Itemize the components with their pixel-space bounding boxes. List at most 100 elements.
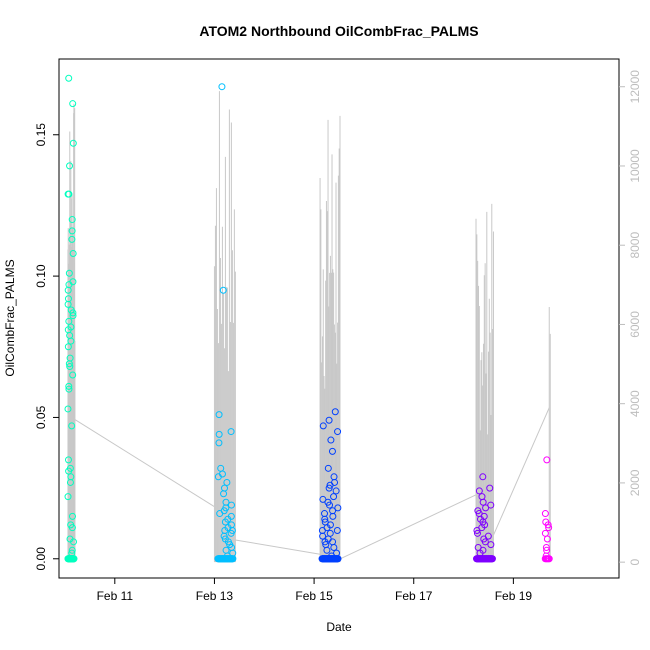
x-tick-label: Feb 13 [196,589,234,603]
data-point [221,518,229,526]
y-tick-label: 0.00 [34,547,48,571]
data-point [319,532,327,540]
data-point [482,504,490,512]
data-point [219,286,227,294]
data-point [487,541,495,549]
y-tick-label: 0.10 [34,264,48,288]
data-point [66,478,74,486]
data-point [69,312,77,320]
data-point [69,371,77,379]
altitude-connector [235,539,321,555]
chart-title: ATOM2 Northbound OilCombFrac_PALMS [199,23,478,39]
data-point [473,529,481,537]
x-tick-label: Feb 15 [295,589,333,603]
data-point [68,235,76,243]
y2-tick-label: 2000 [628,469,642,496]
data-point [324,464,332,472]
y2-tick-label: 8000 [628,232,642,259]
data-point [481,538,489,546]
y2-tick-label: 12000 [628,70,642,104]
data-point [326,481,334,489]
data-point [545,524,553,532]
data-point [319,422,327,430]
data-point [69,139,77,147]
x-tick-label: Feb 11 [97,589,134,603]
data-point [64,405,72,413]
data-point [331,408,339,416]
data-point [488,555,496,563]
data-point [330,543,338,551]
data-point [70,538,78,546]
data-point [216,510,224,518]
data-point [68,227,76,235]
data-point [69,100,77,108]
data-point [223,478,231,486]
data-point [325,416,333,424]
data-point [327,436,335,444]
data-point [68,512,76,520]
y-tick-label: 0.05 [34,405,48,429]
data-points [64,74,553,563]
data-point [66,162,74,170]
x-tick-label: Feb 17 [395,589,433,603]
plot-frame [58,58,620,579]
data-point [220,490,228,498]
y2-tick-label: 0 [628,558,642,565]
y2-tick-label: 4000 [628,390,642,417]
data-point [541,529,549,537]
data-point [330,493,338,501]
data-point [328,552,336,560]
data-point [65,190,73,198]
data-point [544,521,552,529]
data-point [68,524,76,532]
data-point [218,83,226,91]
data-point [334,428,342,436]
data-point [65,385,73,393]
data-point [214,473,222,481]
y-axis-left: 0.00 0.05 0.10 0.15 [34,123,59,571]
data-point [227,428,235,436]
data-point [223,552,231,560]
y-axis-right: 0 2000 4000 6000 8000 10000 12000 [619,70,642,565]
data-point [69,309,77,317]
data-point [66,363,74,371]
data-point [542,552,550,560]
y-tick-label: 0.15 [34,123,48,147]
data-point [68,216,76,224]
altitude-connector [492,407,550,536]
data-point [215,439,223,447]
data-point [543,535,551,543]
data-point [227,501,235,509]
data-point [215,430,223,438]
data-point [543,456,551,464]
data-point [475,487,483,495]
data-point [329,512,337,520]
data-point [326,501,334,509]
altitude-connector [339,494,477,560]
data-point [67,337,75,345]
data-point [65,269,73,277]
y2-tick-label: 10000 [628,149,642,183]
data-point [68,549,76,557]
data-point [215,411,223,419]
data-point [473,527,481,535]
data-point [328,447,336,455]
data-point [65,382,73,390]
data-point [321,515,329,523]
data-point [542,543,550,551]
data-point [476,549,484,557]
data-point [479,473,487,481]
data-point [64,300,72,308]
data-point [227,529,235,537]
altitude-connector [74,419,215,508]
data-point [487,501,495,509]
data-point [325,484,333,492]
data-point [64,286,72,294]
data-point [64,343,72,351]
x-axis: Feb 11 Feb 13 Feb 15 Feb 17 Feb 19 [97,578,532,603]
data-point [333,527,341,535]
altitude-lines [67,91,551,563]
data-point [486,484,494,492]
x-axis-label: Date [326,620,352,634]
